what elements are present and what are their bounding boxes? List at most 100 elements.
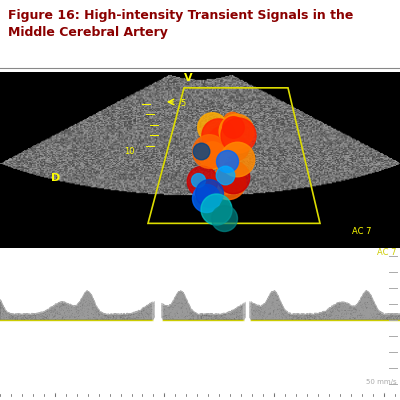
Point — [215, 315, 222, 321]
Point — [223, 316, 230, 322]
Point — [342, 310, 348, 316]
Point — [130, 314, 136, 321]
Point — [42, 312, 49, 318]
Point — [278, 311, 284, 318]
Point — [39, 313, 45, 320]
Point — [201, 312, 207, 319]
Point — [240, 315, 246, 322]
Point — [174, 308, 181, 314]
Point — [306, 314, 312, 321]
Point — [268, 310, 274, 317]
Point — [127, 315, 134, 322]
Point — [232, 312, 238, 319]
Point — [61, 304, 68, 310]
Point — [289, 312, 295, 319]
Point — [58, 303, 64, 310]
Point — [32, 312, 39, 318]
Point — [149, 306, 156, 312]
Point — [236, 311, 242, 318]
Point — [75, 311, 82, 317]
Point — [77, 300, 84, 306]
Point — [235, 316, 241, 323]
Point — [141, 310, 148, 317]
Point — [144, 308, 150, 315]
Point — [313, 313, 320, 319]
Point — [155, 314, 161, 320]
Point — [278, 303, 285, 309]
Point — [240, 312, 246, 319]
Point — [23, 315, 29, 322]
Point — [314, 312, 321, 318]
Point — [358, 312, 364, 318]
Point — [225, 314, 232, 320]
Point — [2, 313, 8, 320]
Point — [117, 314, 123, 320]
Point — [84, 306, 90, 312]
Point — [40, 310, 46, 317]
Point — [396, 316, 400, 323]
Point — [105, 313, 111, 320]
Point — [382, 313, 388, 319]
Point — [233, 314, 240, 321]
Point — [205, 315, 211, 322]
Point — [352, 309, 359, 315]
Point — [212, 315, 219, 321]
Point — [136, 310, 143, 317]
Point — [24, 316, 31, 322]
Point — [250, 311, 256, 318]
Point — [103, 313, 110, 319]
Point — [390, 315, 396, 322]
Point — [43, 316, 50, 322]
Point — [32, 313, 38, 320]
Point — [220, 138, 226, 144]
Point — [73, 309, 79, 316]
Point — [178, 311, 184, 318]
Point — [242, 304, 248, 311]
Point — [14, 313, 21, 320]
Point — [204, 312, 210, 319]
Point — [122, 313, 129, 319]
Point — [339, 313, 345, 319]
Point — [269, 292, 276, 298]
Point — [302, 315, 309, 322]
Point — [115, 315, 121, 322]
Point — [256, 308, 262, 314]
Point — [357, 299, 364, 306]
Point — [224, 313, 231, 320]
Point — [85, 312, 92, 319]
Point — [354, 314, 361, 320]
Point — [58, 306, 65, 312]
Point — [213, 314, 220, 320]
Point — [209, 314, 216, 321]
Point — [158, 304, 164, 310]
Point — [194, 315, 201, 321]
Point — [137, 312, 144, 318]
Point — [24, 314, 30, 321]
Point — [93, 308, 99, 314]
Point — [213, 315, 220, 321]
Point — [387, 315, 393, 321]
Point — [348, 308, 354, 314]
Point — [396, 312, 400, 319]
Point — [333, 311, 340, 317]
Point — [378, 314, 384, 321]
Point — [124, 312, 130, 318]
Point — [219, 313, 226, 319]
Point — [94, 312, 100, 318]
Point — [222, 312, 229, 318]
Point — [296, 315, 303, 321]
Point — [6, 315, 12, 321]
Point — [247, 303, 254, 310]
Point — [335, 313, 341, 320]
Point — [60, 314, 66, 320]
Point — [194, 315, 200, 322]
Point — [114, 316, 120, 322]
Point — [100, 315, 107, 322]
Point — [280, 308, 286, 315]
Point — [388, 314, 395, 320]
Point — [389, 313, 396, 319]
Point — [301, 314, 308, 320]
Point — [304, 313, 310, 320]
Point — [321, 314, 328, 320]
Point — [57, 302, 63, 309]
